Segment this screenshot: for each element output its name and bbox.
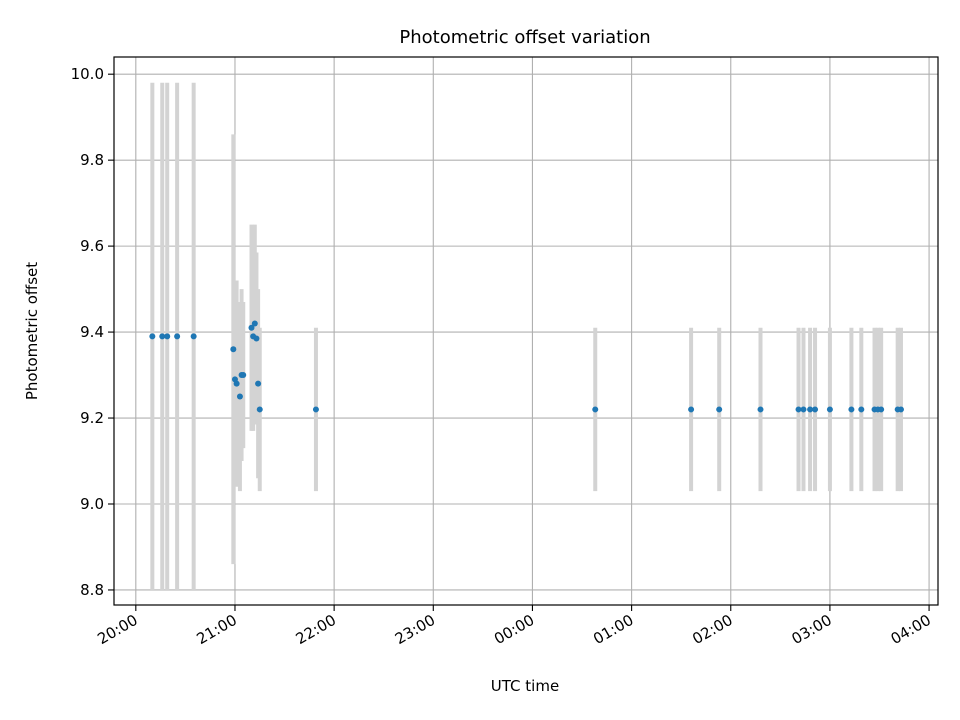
x-axis-title: UTC time xyxy=(491,677,559,695)
data-point xyxy=(757,406,764,413)
data-point xyxy=(159,333,166,340)
data-point xyxy=(248,324,255,331)
y-axis-title: Photometric offset xyxy=(23,262,41,400)
data-point xyxy=(858,406,865,413)
data-point xyxy=(255,380,262,387)
data-point xyxy=(256,406,263,413)
data-point xyxy=(795,406,802,413)
y-tick-label: 9.6 xyxy=(80,237,104,255)
data-point xyxy=(236,393,243,400)
y-tick-label: 9.8 xyxy=(80,151,104,169)
data-point xyxy=(812,406,819,413)
y-tick-label: 9.4 xyxy=(80,323,104,341)
y-tick-label: 10.0 xyxy=(71,65,104,83)
data-point xyxy=(807,406,814,413)
data-point xyxy=(190,333,197,340)
y-tick-label: 8.8 xyxy=(80,581,104,599)
data-point xyxy=(800,406,807,413)
data-point xyxy=(149,333,156,340)
data-point xyxy=(897,406,904,413)
data-point xyxy=(251,320,258,327)
data-point xyxy=(592,406,599,413)
data-point xyxy=(174,333,181,340)
y-tick-label: 9.0 xyxy=(80,495,104,513)
data-point xyxy=(312,406,319,413)
y-axis-ticks: 8.8 9.0 9.2 9.4 9.6 9.8 10.0 xyxy=(71,65,114,599)
y-tick-label: 9.2 xyxy=(80,409,104,427)
data-point xyxy=(878,406,885,413)
data-point xyxy=(253,335,260,342)
plot-frame xyxy=(113,56,939,606)
data-point xyxy=(688,406,695,413)
data-point xyxy=(848,406,855,413)
chart-title: Photometric offset variation xyxy=(399,27,650,48)
data-point xyxy=(233,380,240,387)
data-point xyxy=(230,346,237,353)
data-point xyxy=(240,372,247,379)
data-points xyxy=(149,320,904,413)
data-point xyxy=(164,333,171,340)
data-point xyxy=(716,406,723,413)
data-point xyxy=(826,406,833,413)
